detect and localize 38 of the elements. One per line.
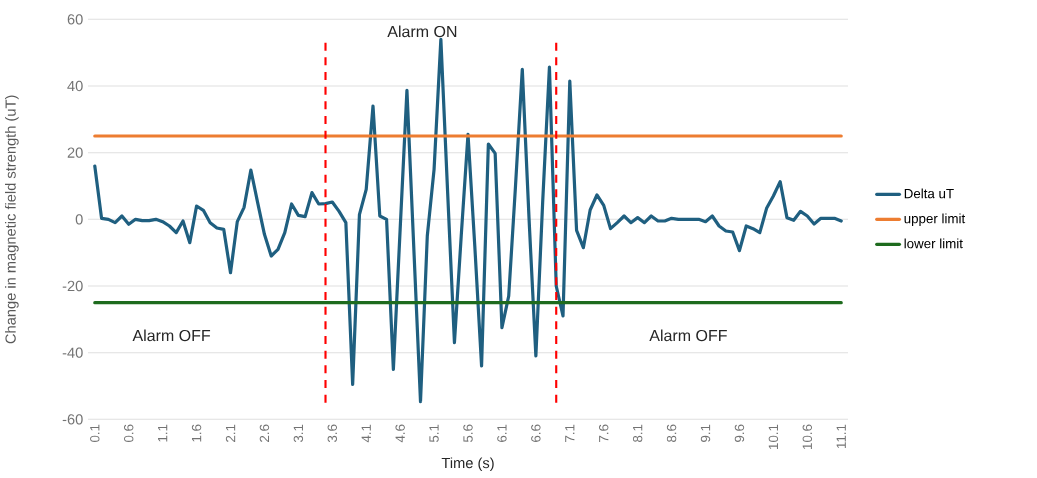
legend-label: upper limit	[904, 213, 966, 226]
x-tick-label: 9.6	[734, 424, 745, 442]
y-tick-label: 0	[75, 214, 83, 225]
x-tick-label: 4.1	[361, 424, 371, 443]
y-tick-label: 40	[67, 80, 83, 92]
x-tick-label: 6.6	[531, 424, 541, 442]
x-tick-label: 4.6	[395, 424, 405, 443]
y-tick-label: -20	[62, 280, 83, 292]
x-tick-label: 6.1	[497, 424, 507, 442]
y-tick-label: -40	[62, 347, 83, 358]
x-tick-label: 9.1	[700, 424, 711, 442]
x-tick-label: 0.1	[90, 424, 100, 443]
annotation: Alarm ON	[387, 25, 457, 38]
y-tick-label: 20	[67, 147, 83, 158]
x-tick-label: 10.6	[802, 424, 813, 449]
y-tick-label: -60	[62, 414, 83, 425]
x-tick-label: 1.1	[158, 424, 168, 442]
x-tick-label: 5.6	[463, 424, 473, 443]
x-tick-label: 0.6	[124, 424, 134, 443]
annotation: Alarm OFF	[649, 329, 727, 342]
x-tick-label: 3.1	[293, 424, 304, 443]
x-tick-label: 7.6	[599, 424, 609, 442]
x-tick-label: 2.1	[225, 424, 236, 442]
y-axis-title: Change in magnetic field strength (uT)	[5, 95, 19, 344]
annotation: Alarm OFF	[132, 329, 211, 342]
legend-label: lower limit	[904, 238, 963, 249]
x-axis-title: Time (s)	[441, 457, 494, 472]
x-tick-label: 8.1	[632, 424, 643, 442]
legend-label: Delta uT	[904, 188, 954, 199]
x-tick-label: 8.6	[666, 424, 677, 442]
x-tick-label: 10.1	[768, 424, 779, 449]
x-tick-label: 11.1	[836, 424, 846, 448]
x-tick-label: 7.1	[565, 424, 575, 442]
x-tick-label: 2.6	[259, 424, 270, 442]
y-tick-label: 60	[67, 14, 83, 25]
x-tick-label: 1.6	[191, 424, 202, 442]
x-tick-label: 5.1	[429, 424, 439, 443]
x-tick-label: 3.6	[327, 424, 338, 443]
